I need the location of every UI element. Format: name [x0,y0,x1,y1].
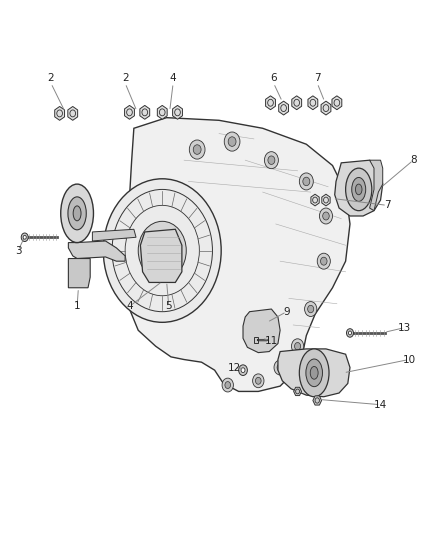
Circle shape [265,152,279,168]
Circle shape [23,236,26,239]
Polygon shape [68,241,125,261]
Polygon shape [254,337,258,343]
Ellipse shape [299,349,329,397]
Polygon shape [123,118,350,391]
Circle shape [21,233,28,241]
Polygon shape [292,96,302,110]
Text: 12: 12 [228,362,241,373]
Circle shape [224,132,240,151]
Text: 14: 14 [374,400,387,410]
Text: 8: 8 [410,155,417,165]
Polygon shape [308,96,318,110]
Text: 10: 10 [403,354,416,365]
Circle shape [303,177,310,185]
Polygon shape [370,160,383,211]
Text: 13: 13 [398,322,411,333]
Ellipse shape [310,367,318,379]
Polygon shape [293,387,301,395]
Circle shape [268,156,275,165]
Polygon shape [332,96,342,110]
Ellipse shape [346,168,372,211]
Polygon shape [173,106,183,119]
Polygon shape [140,106,150,119]
Polygon shape [279,101,289,115]
Text: 1: 1 [74,301,81,311]
Polygon shape [68,259,90,288]
Polygon shape [157,106,167,119]
Circle shape [253,374,264,387]
Text: 3: 3 [15,246,21,255]
Polygon shape [278,349,350,397]
Text: 6: 6 [270,73,277,83]
Circle shape [307,305,314,313]
Text: 7: 7 [314,73,321,83]
Circle shape [317,253,330,269]
Polygon shape [335,160,383,216]
Text: 4: 4 [126,301,133,311]
Polygon shape [322,194,330,206]
Ellipse shape [306,359,322,386]
Text: 9: 9 [283,306,290,317]
Text: 7: 7 [384,200,390,211]
Polygon shape [68,107,78,120]
Ellipse shape [356,184,362,195]
Circle shape [274,360,286,375]
Circle shape [193,145,201,155]
Polygon shape [92,229,136,241]
Polygon shape [55,107,64,120]
Circle shape [321,257,327,265]
Circle shape [103,179,221,322]
Polygon shape [311,194,319,206]
Ellipse shape [352,177,366,201]
Polygon shape [141,229,182,282]
Circle shape [239,365,247,375]
Ellipse shape [68,197,86,230]
Ellipse shape [61,184,93,243]
Circle shape [225,382,230,389]
Circle shape [346,329,353,337]
Circle shape [222,378,233,392]
Polygon shape [243,309,280,353]
Circle shape [299,173,313,190]
Text: 5: 5 [166,301,172,311]
Polygon shape [265,96,276,110]
Circle shape [241,368,245,373]
Circle shape [323,212,329,220]
Circle shape [138,221,186,280]
Circle shape [348,331,352,335]
Circle shape [319,208,332,224]
Text: 11: 11 [265,336,278,346]
Circle shape [291,339,304,354]
Circle shape [255,377,261,384]
Polygon shape [313,396,321,405]
Circle shape [150,236,174,265]
Text: 2: 2 [48,73,54,83]
Circle shape [189,140,205,159]
Circle shape [304,302,317,317]
Circle shape [228,137,236,147]
Polygon shape [124,106,134,119]
Text: 4: 4 [170,73,177,83]
Circle shape [294,343,300,350]
Ellipse shape [73,206,81,221]
Polygon shape [321,101,331,115]
Circle shape [277,364,283,371]
Text: 2: 2 [122,73,128,83]
